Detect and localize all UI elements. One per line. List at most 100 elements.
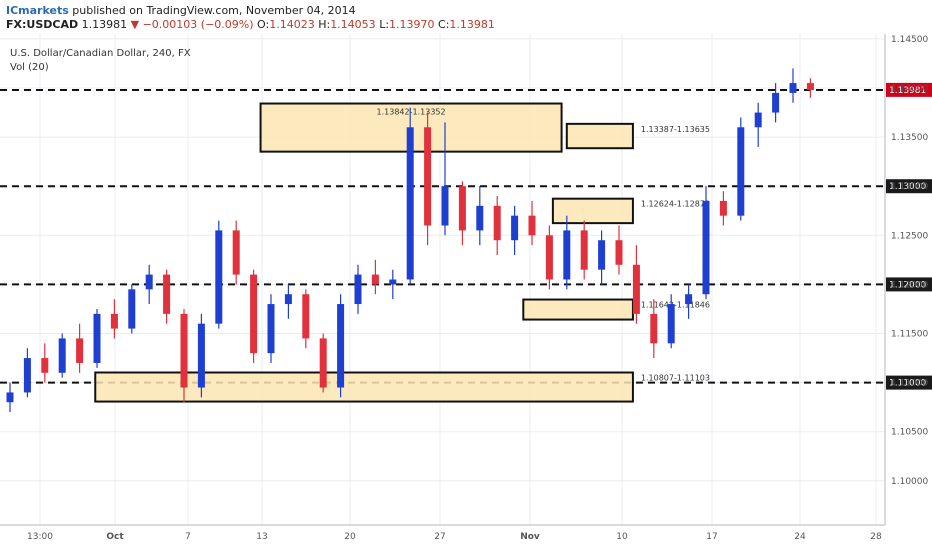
current-price-tag (886, 82, 932, 97)
last-price: 1.13981 (81, 18, 128, 31)
price-tick-label: 1.14000 (891, 84, 928, 94)
candlestick-series (6, 68, 814, 413)
candle-up (406, 127, 414, 280)
price-tick-label: 1.10500 (891, 428, 928, 438)
level-price-tag (886, 375, 932, 390)
high-value: 1.14053 (330, 18, 376, 31)
change-arrow-icon: ▼ (130, 18, 140, 31)
candle-down (493, 205, 501, 241)
close-value: 1.13981 (449, 18, 495, 31)
candle-up (93, 313, 101, 363)
candle-up (789, 83, 797, 93)
candle-up (6, 392, 14, 403)
candle-down (163, 274, 171, 314)
current-price-label: 1.13981 (889, 86, 926, 96)
price-tick-label: 1.11000 (891, 379, 928, 389)
time-tick-label: 20 (344, 532, 356, 542)
candle-down (632, 264, 640, 314)
candle-up (215, 230, 223, 324)
time-tick-label: 7 (185, 532, 191, 542)
zone-label: 1.12624-1.12873 (641, 200, 710, 209)
candle-up (197, 323, 205, 388)
time-tick-label: 17 (706, 532, 717, 542)
time-tick-label: 28 (870, 532, 882, 542)
chart-title: U.S. Dollar/Canadian Dollar, 240, FX (10, 48, 191, 59)
zone-label: 1.10807-1.11103 (641, 373, 710, 382)
price-axis[interactable]: 1.14500 1.14000 1.13500 1.13000 1.12500 1.120… (891, 35, 928, 487)
time-tick-label: 13 (256, 532, 267, 542)
price-tick-label: 1.11500 (891, 330, 928, 340)
candle-down (232, 230, 240, 275)
time-tick-label: Oct (106, 532, 124, 542)
price-tick-label: 1.12000 (891, 280, 928, 290)
candle-down (615, 240, 623, 265)
open-value: 1.14023 (269, 18, 315, 31)
candle-up (267, 304, 275, 354)
candle-up (284, 294, 292, 305)
candle-up (667, 304, 675, 344)
level-price-label: 1.12000 (889, 280, 926, 290)
candle-up (702, 200, 710, 295)
volume-indicator-label[interactable]: Vol (20) (10, 62, 49, 73)
price-tick-label: 1.13500 (891, 133, 928, 143)
zone-label: 1.11642-1.11846 (641, 301, 710, 310)
candle-up (337, 304, 345, 388)
symbol-name: FX:USDCAD (6, 18, 79, 31)
low-value: 1.13970 (389, 18, 435, 31)
candle-down (319, 338, 327, 388)
zone-rect (522, 298, 634, 321)
candle-down (580, 230, 588, 270)
time-axis[interactable]: 13:00 Oct 7 13 20 27 Nov 10 17 24 28 (27, 532, 882, 542)
zone-rect (565, 122, 634, 150)
level-price-tag (886, 179, 932, 194)
zone-rect (94, 371, 634, 403)
level-price-label: 1.13000 (889, 182, 926, 192)
candle-down (302, 294, 310, 339)
candle-up (511, 215, 519, 241)
candle-up (23, 358, 31, 393)
candle-down (250, 274, 258, 354)
price-tick-label: 1.12500 (891, 231, 928, 241)
candle-up (685, 294, 693, 305)
zone-label: 1.13387-1.13635 (641, 125, 710, 134)
high-label: H: (318, 18, 331, 31)
chart-header: ICmarkets published on TradingView.com, … (0, 0, 932, 34)
time-tick-label: 10 (616, 532, 628, 542)
candle-up (145, 274, 153, 290)
close-label: C: (438, 18, 450, 31)
candle-up (128, 289, 136, 329)
candle-up (58, 338, 66, 373)
candle-down (76, 338, 84, 363)
header-publish-line: ICmarkets published on TradingView.com, … (6, 4, 356, 17)
time-tick-label: 13:00 (27, 532, 53, 542)
time-tick-label: Nov (520, 532, 540, 542)
candle-up (598, 240, 606, 270)
level-price-label: 1.11000 (889, 379, 926, 389)
zone-rect (551, 197, 634, 225)
candle-down (650, 313, 658, 344)
candle-down (545, 235, 553, 280)
price-tick-label: 1.13000 (891, 182, 928, 192)
time-tick-label: 24 (794, 532, 806, 542)
level-price-tag (886, 277, 932, 292)
candle-down (528, 215, 536, 236)
publish-info: published on TradingView.com, November 0… (68, 4, 356, 17)
candle-down (806, 83, 814, 90)
candle-down (719, 200, 727, 216)
low-label: L: (379, 18, 390, 31)
candle-up (737, 127, 745, 216)
candle-up (476, 205, 484, 231)
candle-up (754, 112, 762, 128)
candle-up (389, 279, 397, 285)
publisher-link[interactable]: ICmarkets (6, 4, 69, 17)
candle-down (424, 127, 432, 226)
open-label: O: (257, 18, 270, 31)
candle-down (41, 358, 49, 373)
candle-down (458, 186, 466, 231)
time-tick-label: 27 (434, 532, 445, 542)
candle-up (772, 92, 780, 113)
price-tick-label: 1.10000 (891, 477, 928, 487)
candle-up (441, 186, 449, 226)
price-tick-label: 1.14500 (891, 35, 928, 45)
